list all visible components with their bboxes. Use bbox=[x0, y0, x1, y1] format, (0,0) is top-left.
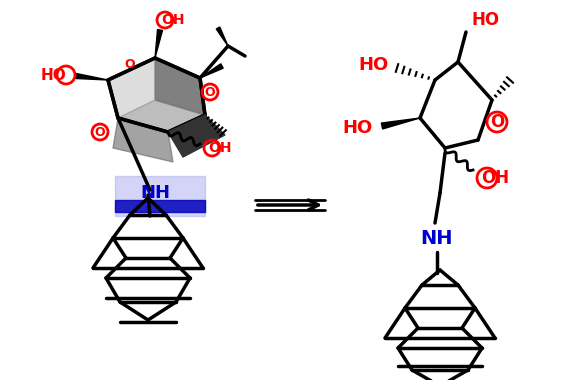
Text: NH: NH bbox=[140, 184, 170, 202]
Polygon shape bbox=[115, 200, 205, 212]
Polygon shape bbox=[115, 176, 205, 216]
Text: O: O bbox=[204, 86, 215, 98]
Text: OH: OH bbox=[161, 13, 185, 27]
Polygon shape bbox=[108, 58, 155, 118]
Text: HO: HO bbox=[343, 119, 373, 137]
Polygon shape bbox=[75, 73, 108, 80]
Text: HO: HO bbox=[40, 68, 66, 82]
Polygon shape bbox=[155, 30, 162, 58]
Text: O: O bbox=[490, 113, 504, 131]
Text: OH: OH bbox=[481, 169, 509, 187]
Polygon shape bbox=[168, 115, 225, 157]
Polygon shape bbox=[381, 118, 420, 129]
Text: O: O bbox=[94, 125, 105, 138]
Text: O: O bbox=[124, 59, 135, 71]
Polygon shape bbox=[216, 27, 228, 46]
Polygon shape bbox=[200, 64, 223, 78]
Polygon shape bbox=[118, 100, 205, 132]
Polygon shape bbox=[113, 118, 173, 162]
Text: NH: NH bbox=[420, 228, 453, 247]
Text: OH: OH bbox=[209, 141, 232, 155]
Polygon shape bbox=[155, 58, 205, 115]
Text: HO: HO bbox=[472, 11, 500, 29]
Text: HO: HO bbox=[358, 56, 388, 74]
